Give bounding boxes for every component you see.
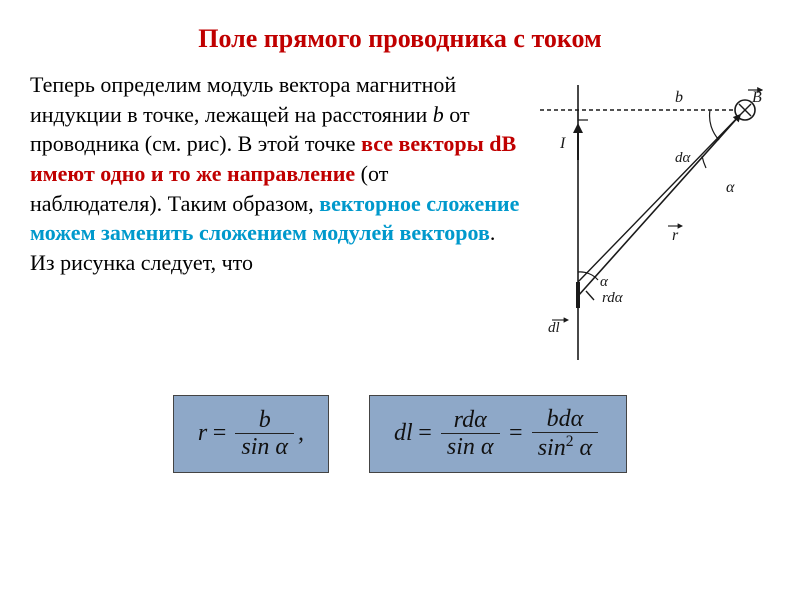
formula-dl: dl = rdα sin α = bdα sin2 α bbox=[369, 395, 627, 473]
f1-den: sin α bbox=[235, 434, 294, 460]
para-pre1: Теперь определим модуль вектора магнитно… bbox=[30, 72, 456, 127]
f1-num: b bbox=[253, 407, 277, 433]
f1-trail: , bbox=[298, 420, 304, 447]
f2-num1: rdα bbox=[448, 407, 493, 433]
diagram: B b I dl r α rdα bbox=[530, 70, 770, 375]
equals-icon: = bbox=[508, 420, 524, 447]
diagram-svg: B b I dl r α rdα bbox=[530, 70, 770, 370]
label-b: b bbox=[675, 89, 683, 106]
para-ital-b: b bbox=[433, 102, 444, 127]
label-dalpha: dα bbox=[675, 150, 692, 166]
label-B: B bbox=[752, 89, 762, 106]
f2-frac1: rdα sin α bbox=[441, 407, 500, 461]
f2-frac2: bdα sin2 α bbox=[532, 406, 598, 462]
body-text: Теперь определим модуль вектора магнитно… bbox=[30, 70, 520, 375]
formula-row: r = b sin α , dl = rdα sin α = bdα sin2 … bbox=[0, 395, 800, 473]
f1-frac: b sin α bbox=[235, 407, 294, 461]
label-r: r bbox=[672, 227, 679, 244]
equals-icon: = bbox=[211, 420, 227, 447]
label-dl: dl bbox=[548, 320, 560, 336]
f2-lhs: dl bbox=[394, 420, 413, 447]
label-I: I bbox=[559, 135, 566, 152]
label-alpha2: α bbox=[600, 274, 609, 290]
formula-r: r = b sin α , bbox=[173, 395, 329, 473]
f2-den2: sin2 α bbox=[532, 433, 598, 461]
label-alpha: α bbox=[726, 179, 735, 196]
title-text: Поле прямого проводника с током bbox=[198, 24, 601, 53]
page-title: Поле прямого проводника с током bbox=[0, 0, 800, 70]
label-rdalpha: rdα bbox=[602, 290, 624, 306]
f2-num2: bdα bbox=[541, 406, 590, 432]
content-row: Теперь определим модуль вектора магнитно… bbox=[0, 70, 800, 375]
equals-icon: = bbox=[417, 420, 433, 447]
f2-den1: sin α bbox=[441, 434, 500, 460]
f1-lhs: r bbox=[198, 420, 207, 447]
